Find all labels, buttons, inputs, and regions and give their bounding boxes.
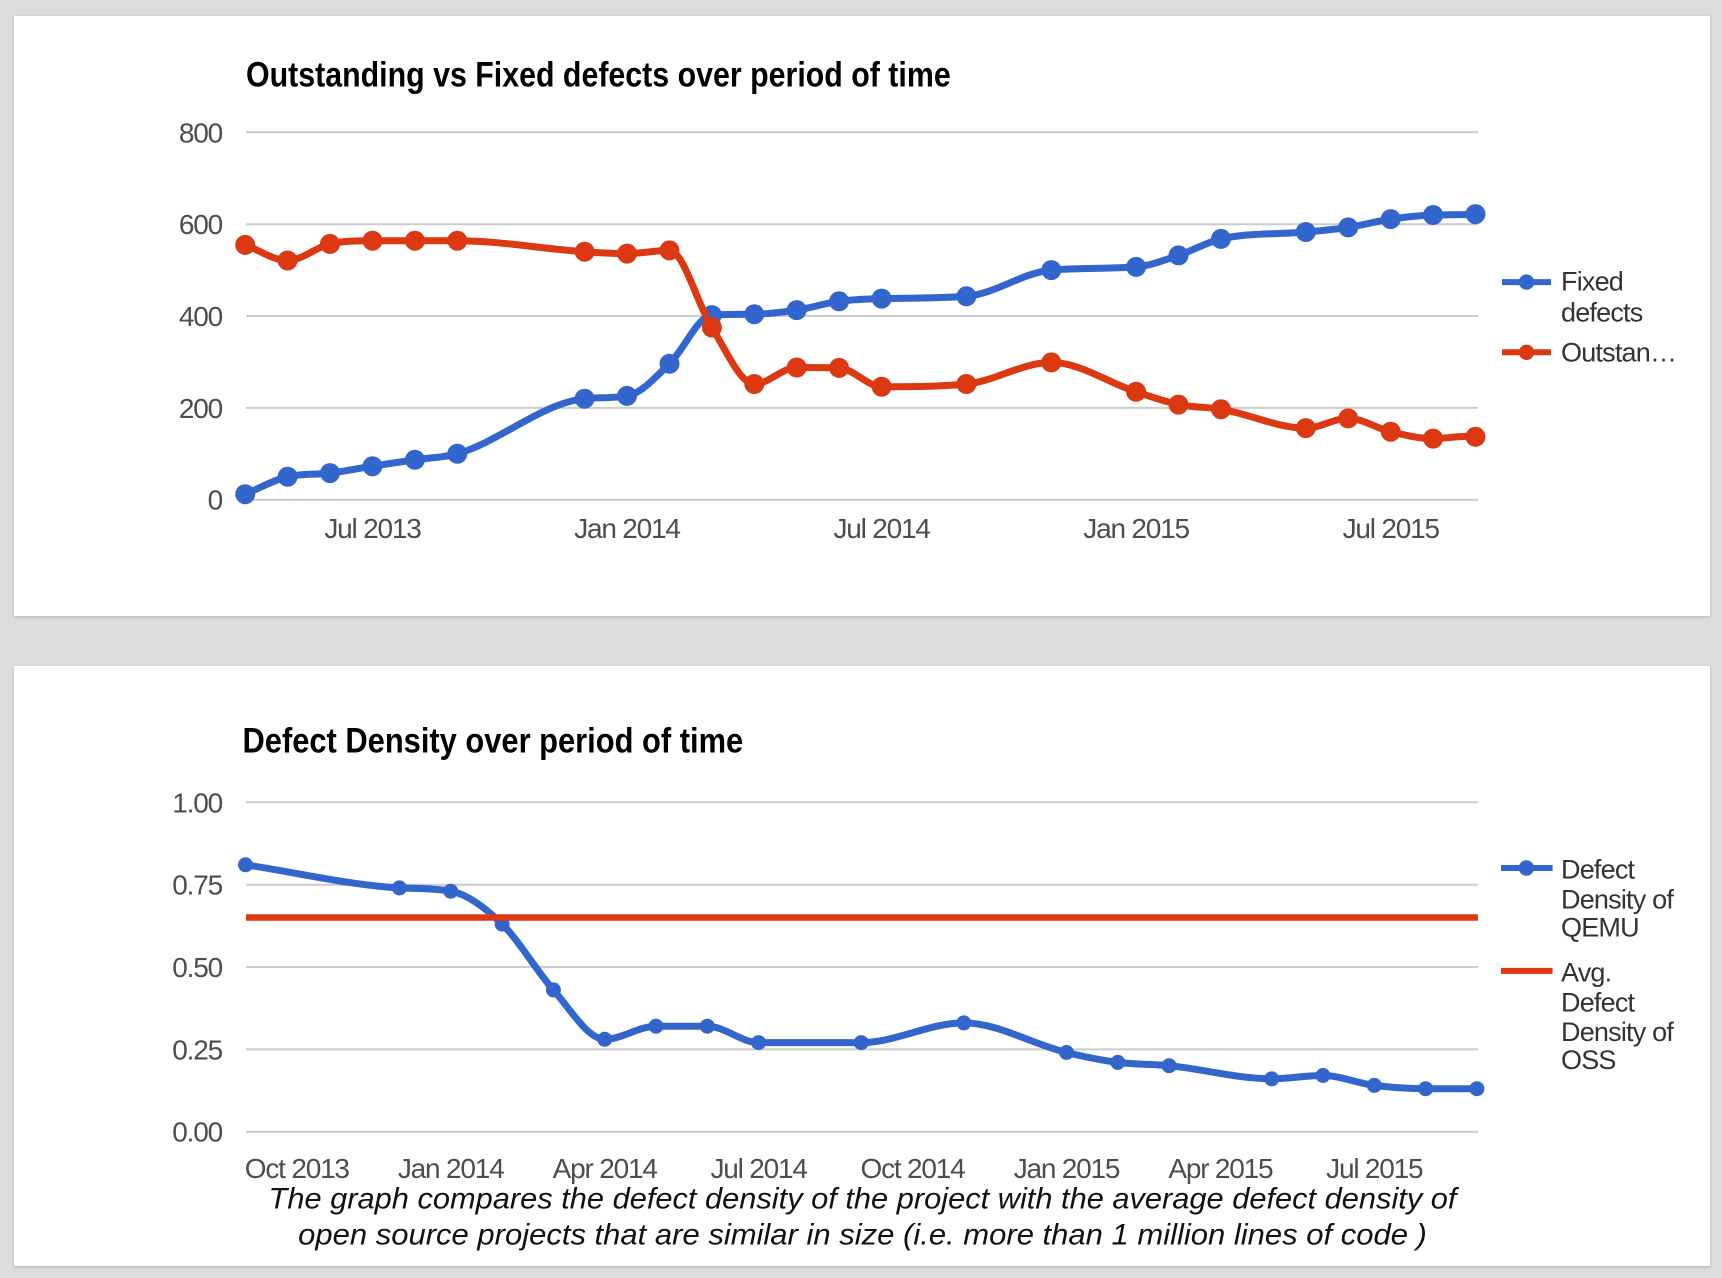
svg-text:Density of: Density of — [1561, 1017, 1674, 1047]
svg-text:Jul 2015: Jul 2015 — [1326, 1153, 1423, 1184]
svg-text:Jul 2015: Jul 2015 — [1343, 513, 1440, 544]
svg-text:Apr 2014: Apr 2014 — [553, 1153, 658, 1184]
svg-text:Jul 2014: Jul 2014 — [833, 513, 930, 544]
svg-text:Defect Density over period of: Defect Density over period of time — [243, 721, 744, 760]
svg-text:0.25: 0.25 — [172, 1034, 222, 1065]
svg-text:Fixed: Fixed — [1561, 267, 1623, 297]
svg-text:Jan 2014: Jan 2014 — [398, 1153, 504, 1184]
svg-text:Jan 2015: Jan 2015 — [1083, 513, 1189, 544]
svg-text:1.00: 1.00 — [172, 787, 222, 818]
svg-text:Apr 2015: Apr 2015 — [1168, 1153, 1273, 1184]
svg-text:QEMU: QEMU — [1561, 913, 1639, 943]
svg-text:400: 400 — [179, 301, 223, 332]
svg-text:600: 600 — [179, 209, 223, 240]
svg-text:0.75: 0.75 — [172, 870, 222, 901]
svg-text:Avg.: Avg. — [1561, 957, 1611, 987]
svg-text:The graph compares the defect: The graph compares the defect density of… — [269, 1182, 1461, 1216]
svg-text:Density of: Density of — [1561, 884, 1674, 914]
svg-text:0.00: 0.00 — [172, 1117, 222, 1148]
svg-text:Oct 2013: Oct 2013 — [245, 1153, 350, 1184]
svg-text:Jan 2014: Jan 2014 — [574, 513, 680, 544]
svg-text:Defect: Defect — [1561, 987, 1636, 1017]
svg-text:800: 800 — [179, 117, 223, 148]
svg-text:defects: defects — [1561, 297, 1643, 327]
svg-text:Outstan…: Outstan… — [1561, 338, 1676, 368]
svg-text:0: 0 — [208, 485, 223, 516]
svg-text:OSS: OSS — [1561, 1045, 1616, 1075]
svg-text:0.50: 0.50 — [172, 952, 222, 983]
svg-text:200: 200 — [179, 393, 223, 424]
svg-text:open source projects that are: open source projects that are similar in… — [298, 1218, 1427, 1251]
svg-text:Jul 2014: Jul 2014 — [710, 1153, 807, 1184]
svg-text:Jan 2015: Jan 2015 — [1014, 1153, 1120, 1184]
svg-text:Oct 2014: Oct 2014 — [860, 1153, 965, 1184]
svg-text:Jul 2013: Jul 2013 — [324, 513, 421, 544]
svg-text:Defect: Defect — [1561, 855, 1636, 885]
svg-text:Outstanding vs Fixed defects o: Outstanding vs Fixed defects over period… — [246, 54, 951, 94]
